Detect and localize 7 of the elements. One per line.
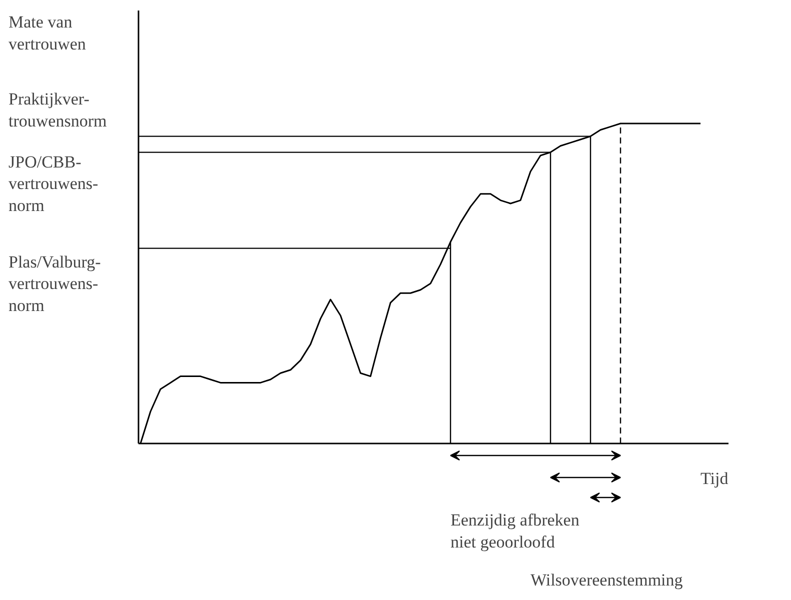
x-axis-title: Tijd [700, 469, 729, 488]
ref-line-label: Plas/Valburg- vertrouwens- norm [8, 252, 102, 315]
ref-line-label: Praktijkver- trouwensnorm [8, 89, 107, 130]
text: Wilsovereenstemming [530, 570, 684, 590]
ref-line-label: JPO/CBB- vertrouwens- norm [8, 152, 99, 215]
text: Eenzijdig afbreken niet geoorloofd [450, 510, 580, 552]
text: Mate van vertrouwen [8, 12, 86, 54]
